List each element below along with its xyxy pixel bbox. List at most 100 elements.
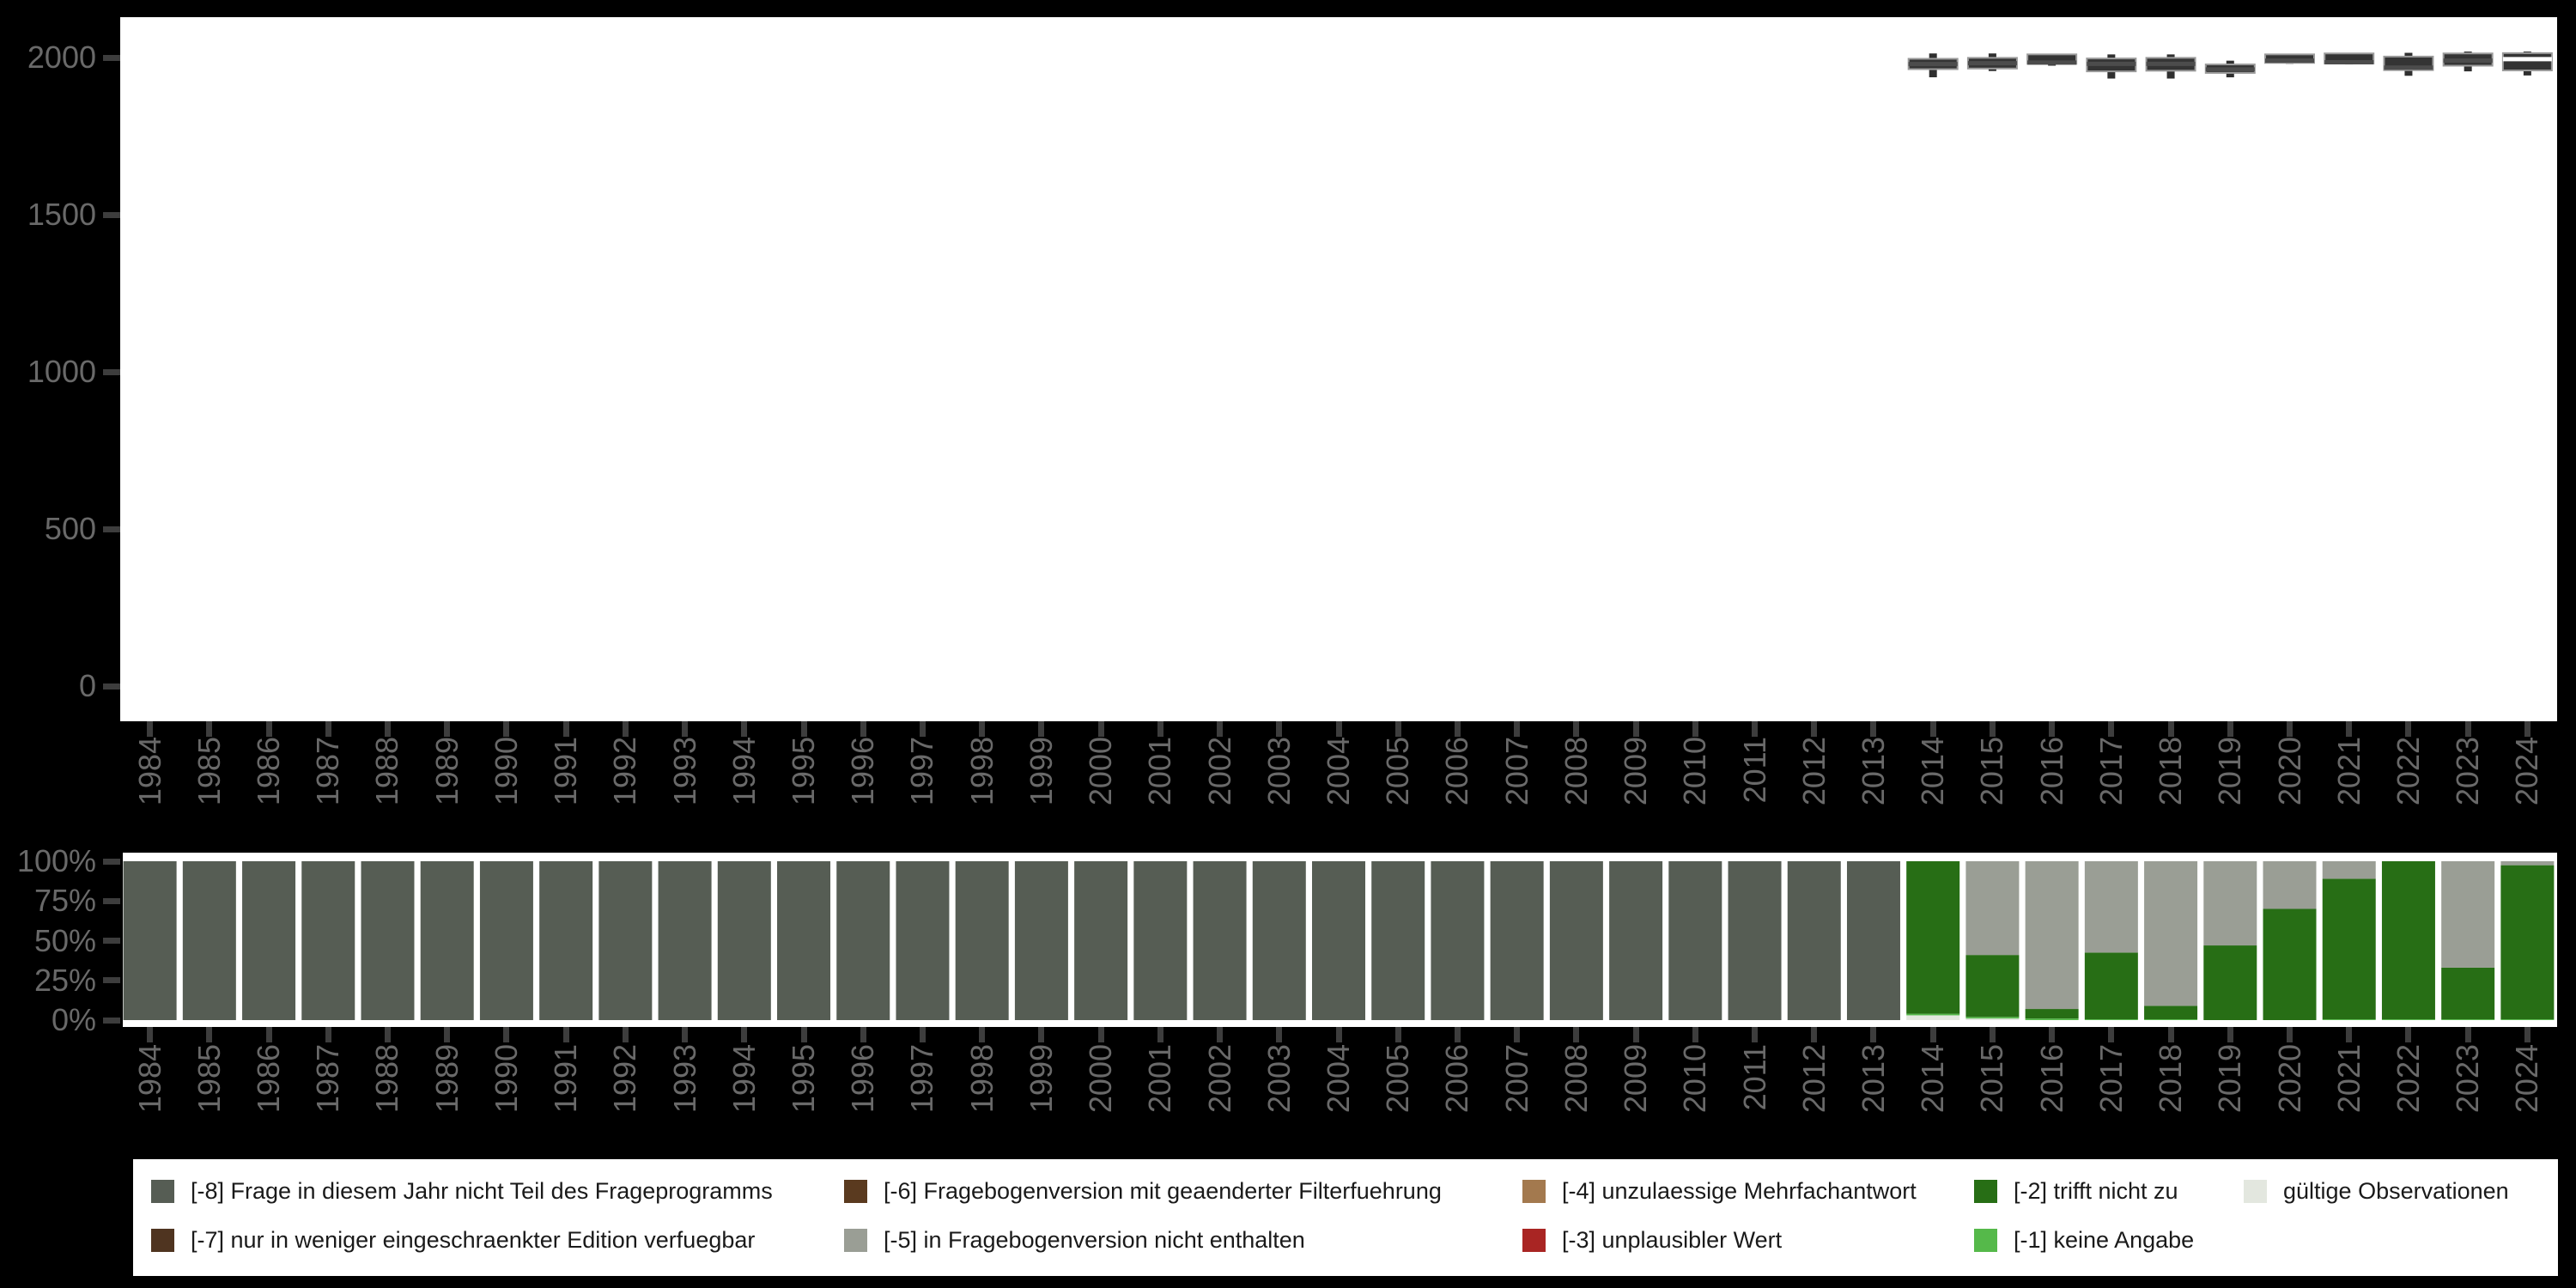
x-tick-mark [1573, 1027, 1580, 1042]
x-tick-label: 1998 [963, 1044, 999, 1114]
bar-segment--2 [2084, 952, 2138, 1020]
x-tick-mark [1217, 721, 1224, 737]
bar-segment--8 [1014, 861, 1068, 1020]
x-tick-mark [1929, 721, 1936, 737]
x-tick-mark [1394, 1027, 1401, 1042]
y-tick-mark [103, 938, 120, 944]
x-tick-mark [1038, 1027, 1045, 1042]
y-tick-mark [103, 858, 120, 865]
x-tick-mark [2346, 721, 2353, 737]
x-tick-mark [444, 721, 451, 737]
bar-segment--8 [1133, 861, 1188, 1020]
x-tick-label: 2011 [1736, 737, 1772, 804]
x-tick-mark [444, 1027, 451, 1042]
bar-segment--2 [2322, 878, 2376, 1020]
x-tick-label: 1987 [310, 1044, 346, 1114]
bar-segment--1 [2144, 1019, 2198, 1020]
x-tick-label: 1984 [131, 737, 167, 806]
legend-column: [-4] unzulaessige Mehrfachantwort [-3] un… [1522, 1180, 1917, 1252]
x-tick-mark [800, 721, 807, 737]
bar-segment--2 [2263, 908, 2317, 1020]
x-tick-label: 2004 [1321, 737, 1356, 806]
bar-segment--8 [1193, 861, 1247, 1020]
x-tick-label: 1991 [548, 1044, 584, 1114]
x-tick-mark [1454, 1027, 1461, 1042]
legend-swatch-icon [1974, 1180, 1997, 1203]
legend-item: gültige Observationen [2244, 1180, 2509, 1203]
x-tick-label: 2010 [1677, 1044, 1713, 1114]
legend-item: [-6] Fragebogenversion mit geaenderter F… [844, 1180, 1442, 1203]
x-tick-label: 1999 [1023, 1044, 1059, 1114]
x-tick-label: 2020 [2271, 737, 2307, 806]
bar-segment--8 [1668, 861, 1722, 1020]
x-tick-label: 1995 [786, 737, 822, 806]
x-tick-label: 2005 [1380, 1044, 1416, 1114]
x-tick-label: 2009 [1618, 1044, 1654, 1114]
legend-label: [-3] unplausibler Wert [1562, 1227, 1783, 1253]
bar-segment--8 [1490, 861, 1544, 1020]
bar-segment--8 [1609, 861, 1663, 1020]
bar-segment-valid [1906, 1015, 1960, 1020]
legend-label: [-6] Fragebogenversion mit geaenderter F… [884, 1178, 1442, 1204]
bar-segment-valid [1965, 1018, 2020, 1020]
bar-segment--1 [2441, 1019, 2495, 1020]
bar-segment--1 [1965, 1017, 2020, 1019]
x-tick-mark [1097, 1027, 1104, 1042]
legend-swatch-icon [151, 1229, 174, 1252]
bar-segment--2 [1965, 955, 2020, 1018]
x-tick-label: 2010 [1677, 737, 1713, 806]
x-tick-label: 2019 [2212, 737, 2248, 806]
bar-segment--8 [539, 861, 593, 1020]
x-tick-label: 1988 [369, 1044, 405, 1114]
x-tick-mark [1335, 721, 1342, 737]
x-tick-mark [1157, 1027, 1163, 1042]
x-tick-label: 1997 [904, 1044, 940, 1114]
x-tick-mark [2405, 1027, 2412, 1042]
x-tick-label: 2020 [2271, 1044, 2307, 1114]
bar-segment--5 [2322, 861, 2376, 879]
x-tick-label: 1993 [666, 1044, 702, 1114]
x-tick-label: 2019 [2212, 1044, 2248, 1114]
x-tick-label: 2013 [1855, 1044, 1891, 1114]
y-tick-label: 75% [33, 883, 96, 919]
x-tick-label: 2000 [1083, 737, 1119, 806]
x-tick-label: 1988 [369, 737, 405, 806]
legend-column: [-8] Frage in diesem Jahr nicht Teil des… [151, 1180, 773, 1252]
y-tick-mark [103, 977, 120, 984]
x-tick-label: 1995 [786, 1044, 822, 1114]
x-tick-mark [741, 721, 748, 737]
bar-segment--8 [598, 861, 653, 1020]
legend-label: [-5] in Fragebogenversion nicht enthalte… [884, 1227, 1305, 1253]
x-tick-mark [622, 1027, 629, 1042]
x-tick-mark [562, 721, 569, 737]
x-tick-mark [147, 721, 154, 737]
x-tick-mark [265, 721, 272, 737]
bar-segment--8 [1371, 861, 1425, 1020]
x-tick-label: 2016 [2033, 737, 2069, 806]
bar-segment--1 [1906, 1013, 1960, 1016]
x-tick-mark [622, 721, 629, 737]
bar-segment--8 [420, 861, 474, 1020]
x-tick-label: 2005 [1380, 737, 1416, 806]
x-tick-mark [919, 1027, 926, 1042]
x-tick-mark [2464, 1027, 2471, 1042]
x-tick-label: 2021 [2330, 1044, 2366, 1114]
y-tick-label: 1500 [27, 197, 96, 232]
stacked-bar-chart [123, 853, 2557, 1027]
x-tick-label: 2022 [2390, 737, 2426, 806]
x-tick-label: 2000 [1083, 1044, 1119, 1114]
x-tick-mark [1632, 1027, 1639, 1042]
bar-segment--5 [2263, 861, 2317, 909]
x-tick-mark [682, 721, 689, 737]
bar-segment--8 [1252, 861, 1306, 1020]
bar-segment--5 [1965, 861, 2020, 956]
legend-swatch-icon [2244, 1180, 2267, 1203]
x-tick-mark [265, 1027, 272, 1042]
x-tick-label: 2007 [1498, 1044, 1534, 1114]
y-tick-label: 50% [33, 922, 96, 958]
bar-segment--2 [2441, 967, 2495, 1020]
bar-segment--1 [2500, 1019, 2555, 1020]
x-tick-mark [1752, 721, 1759, 737]
legend-label: [-8] Frage in diesem Jahr nicht Teil des… [191, 1178, 773, 1204]
